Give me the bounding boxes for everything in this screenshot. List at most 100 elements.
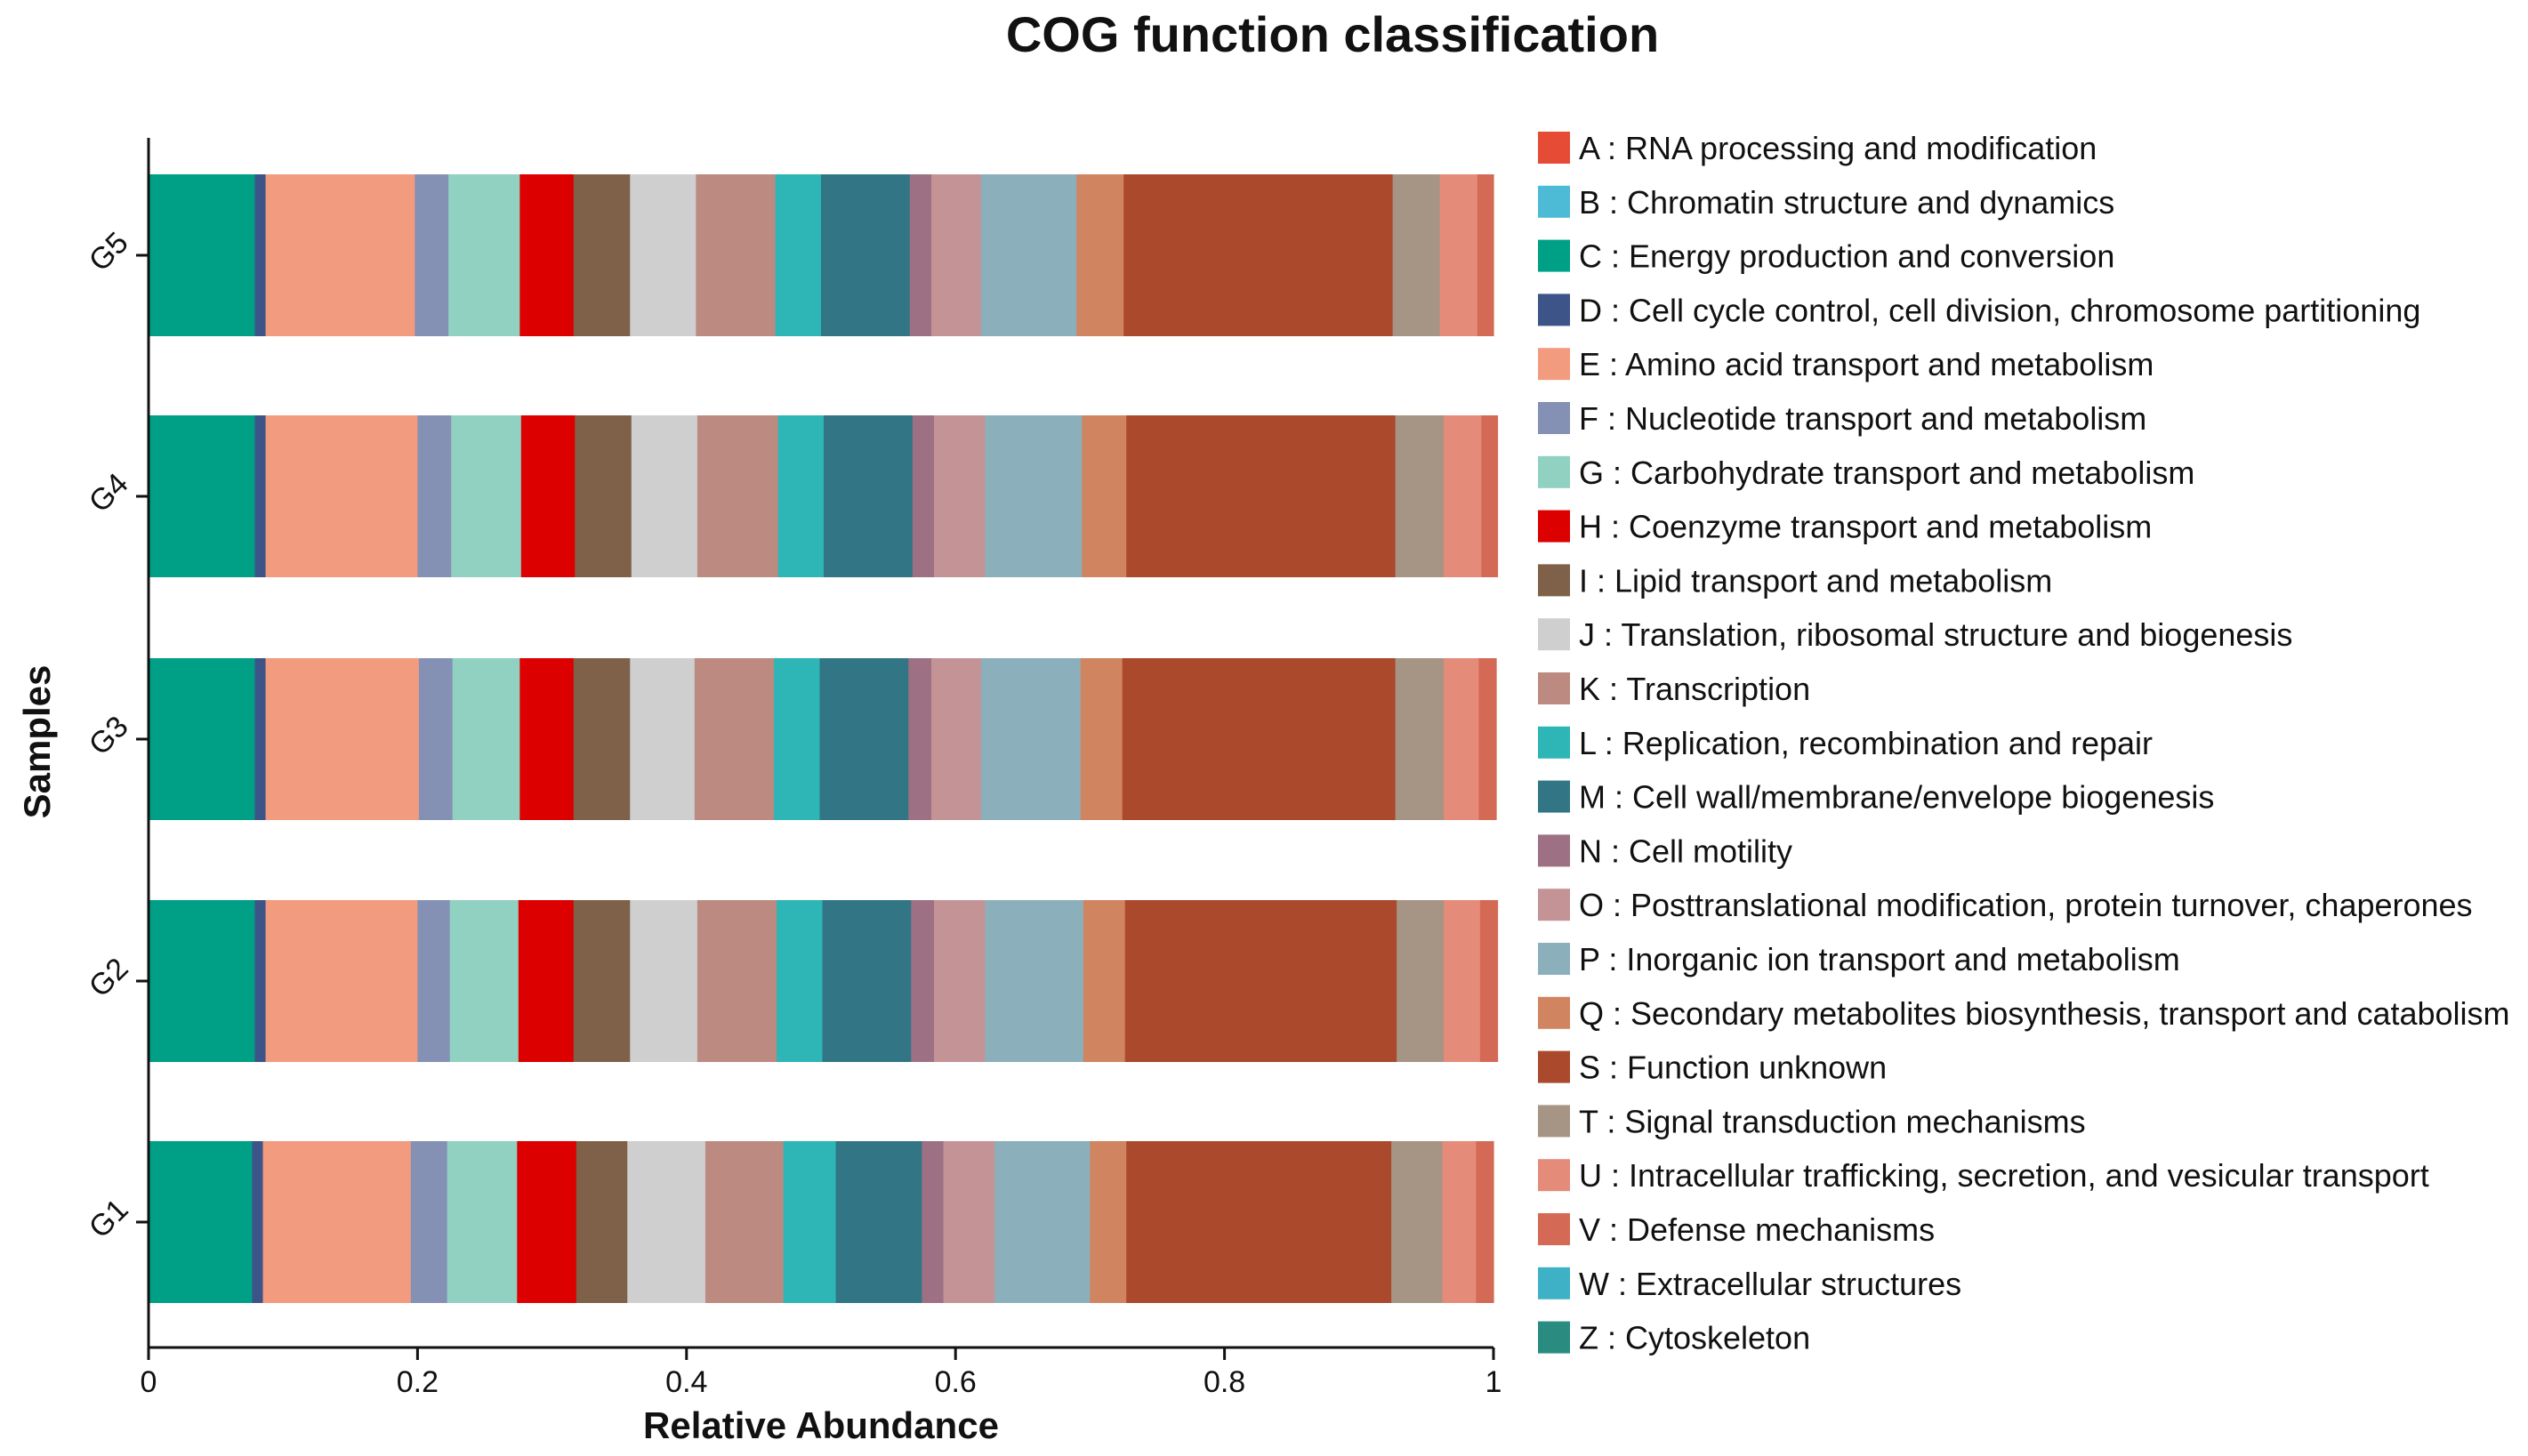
- bar-segment-g2-l: [777, 900, 824, 1062]
- legend-item-s: S : Function unknown: [1538, 1050, 1887, 1086]
- bar-segment-g1-q: [1090, 1141, 1127, 1303]
- x-tick-label: 0.2: [397, 1365, 439, 1399]
- legend-swatch: [1538, 402, 1570, 434]
- bar-segment-g5-u: [1439, 174, 1478, 336]
- bar-segment-g2-e: [265, 900, 418, 1062]
- bar-segment-g2-i: [573, 900, 631, 1062]
- legend-label: N : Cell motility: [1579, 833, 1792, 869]
- bar-segment-g1-h: [517, 1141, 577, 1303]
- bar-segment-g4-j: [631, 415, 698, 577]
- bar-segment-g1-p: [994, 1141, 1091, 1303]
- chart-title: COG function classification: [1006, 6, 1659, 62]
- legend: A : RNA processing and modification B : C…: [1538, 130, 2510, 1356]
- legend-swatch: [1538, 185, 1570, 218]
- bar-segment-g2-q: [1083, 900, 1126, 1062]
- bar-segment-g2-t: [1397, 900, 1445, 1062]
- bar-segment-g4-t: [1395, 415, 1445, 577]
- legend-swatch: [1538, 1321, 1570, 1354]
- bar-segment-g3-j: [630, 658, 696, 820]
- bar-segment-g4-e: [265, 415, 418, 577]
- legend-label: J : Translation, ribosomal structure and…: [1579, 616, 2292, 653]
- bar-segment-g4-q: [1082, 415, 1127, 577]
- legend-item-w: W : Extracellular structures: [1538, 1266, 1961, 1302]
- bar-segment-g4-i: [575, 415, 632, 577]
- bar-segment-g5-o: [930, 174, 982, 336]
- legend-item-t: T : Signal transduction mechanisms: [1538, 1103, 2086, 1139]
- bar-segment-g2-s: [1124, 900, 1397, 1062]
- legend-label: E : Amino acid transport and metabolism: [1579, 346, 2154, 382]
- bar-segment-g3-g: [452, 658, 520, 820]
- legend-swatch: [1538, 348, 1570, 381]
- legend-label: D : Cell cycle control, cell division, c…: [1579, 292, 2420, 328]
- legend-label: L : Replication, recombination and repai…: [1579, 725, 2153, 761]
- bar-group-g4: [149, 415, 1499, 577]
- legend-item-h: H : Coenzyme transport and metabolism: [1538, 509, 2152, 545]
- legend-label: Z : Cytoskeleton: [1579, 1320, 1810, 1356]
- legend-label: C : Energy production and conversion: [1579, 238, 2114, 275]
- legend-item-o: O : Posttranslational modification, prot…: [1538, 887, 2473, 923]
- bar-segment-g3-k: [694, 658, 775, 820]
- bar-segment-g1-c: [149, 1141, 254, 1303]
- legend-item-v: V : Defense mechanisms: [1538, 1211, 1935, 1248]
- bar-segment-g5-i: [573, 174, 631, 336]
- bar-group-g3: [149, 658, 1497, 820]
- legend-label: O : Posttranslational modification, prot…: [1579, 887, 2473, 923]
- bar-segment-g4-m: [824, 415, 914, 577]
- bar-segment-g4-g: [451, 415, 522, 577]
- bar-segment-g3-l: [774, 658, 821, 820]
- bar-segment-g2-c: [149, 900, 256, 1062]
- legend-item-z: Z : Cytoskeleton: [1538, 1320, 1810, 1356]
- legend-label: F : Nucleotide transport and metabolism: [1579, 400, 2146, 437]
- bar-segment-g2-n: [911, 900, 935, 1062]
- y-ticks-layer: G5 G4 G3 G2 G1: [83, 226, 149, 1245]
- y-axis-label: Samples: [16, 665, 58, 819]
- bar-segment-g4-v: [1481, 415, 1499, 577]
- bar-segment-g2-d: [254, 900, 267, 1062]
- bar-segment-g2-u: [1444, 900, 1481, 1062]
- legend-swatch: [1538, 834, 1570, 867]
- legend-swatch: [1538, 1105, 1570, 1138]
- bar-segment-g4-o: [934, 415, 986, 577]
- bar-segment-g2-v: [1479, 900, 1499, 1062]
- bar-segment-g1-v: [1476, 1141, 1494, 1303]
- y-tick-label-g1: G1: [83, 1193, 135, 1245]
- legend-swatch: [1538, 943, 1570, 975]
- bar-segment-g5-e: [265, 174, 415, 336]
- legend-label: Q : Secondary metabolites biosynthesis, …: [1579, 995, 2510, 1032]
- legend-swatch: [1538, 510, 1570, 543]
- legend-label: W : Extracellular structures: [1579, 1266, 1961, 1302]
- legend-item-b: B : Chromatin structure and dynamics: [1538, 184, 2114, 221]
- bar-segment-g3-n: [908, 658, 932, 820]
- bar-segment-g3-f: [418, 658, 454, 820]
- bars-layer: [149, 174, 1499, 1303]
- bar-segment-g1-s: [1126, 1141, 1392, 1303]
- y-tick-label-g3: G3: [83, 710, 135, 762]
- legend-label: V : Defense mechanisms: [1579, 1211, 1935, 1248]
- bar-segment-g1-f: [410, 1141, 448, 1303]
- bar-segment-g4-p: [985, 415, 1083, 577]
- bar-segment-g1-k: [704, 1141, 785, 1303]
- legend-label: H : Coenzyme transport and metabolism: [1579, 509, 2152, 545]
- legend-item-u: U : Intracellular trafficking, secretion…: [1538, 1157, 2429, 1194]
- x-tick-label: 0.4: [665, 1365, 707, 1399]
- legend-swatch: [1538, 1267, 1570, 1299]
- legend-item-j: J : Translation, ribosomal structure and…: [1538, 616, 2292, 653]
- bar-segment-g4-f: [417, 415, 452, 577]
- bar-segment-g1-e: [262, 1141, 412, 1303]
- legend-item-a: A : RNA processing and modification: [1538, 130, 2097, 166]
- bar-segment-g5-m: [821, 174, 911, 336]
- bar-segment-g3-t: [1395, 658, 1445, 820]
- bar-segment-g4-l: [777, 415, 825, 577]
- bar-segment-g5-s: [1123, 174, 1394, 336]
- legend-label: U : Intracellular trafficking, secretion…: [1579, 1157, 2429, 1194]
- legend-item-k: K : Transcription: [1538, 671, 1810, 707]
- legend-swatch: [1538, 239, 1570, 272]
- bar-segment-g5-c: [149, 174, 256, 336]
- legend-swatch: [1538, 672, 1570, 704]
- legend-label: P : Inorganic ion transport and metaboli…: [1579, 941, 2180, 977]
- legend-swatch: [1538, 996, 1570, 1029]
- x-tick-label: 1: [1485, 1365, 1502, 1399]
- bar-segment-g2-p: [985, 900, 1084, 1062]
- bar-segment-g5-t: [1392, 174, 1441, 336]
- legend-label: M : Cell wall/membrane/envelope biogenes…: [1579, 779, 2214, 816]
